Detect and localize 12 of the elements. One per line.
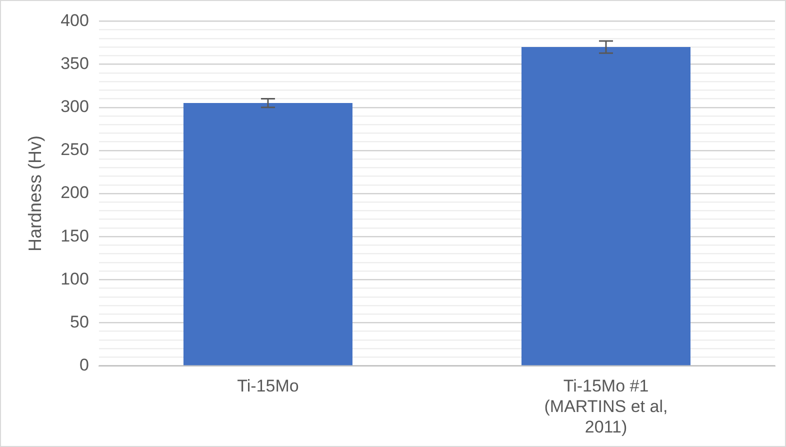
x-tick-label: Ti-15Mo #1 (MARTINS et al, 2011) — [544, 376, 668, 436]
x-tick-label: Ti-15Mo — [237, 376, 299, 396]
y-tick-label: 350 — [60, 54, 89, 73]
y-tick-label: 0 — [79, 355, 89, 374]
y-tick-label: 400 — [60, 10, 89, 30]
y-tick-label: 50 — [70, 312, 89, 332]
y-axis-title: Hardness (Hv) — [24, 135, 45, 252]
y-tick-label: 300 — [60, 97, 89, 116]
y-tick-label: 250 — [60, 140, 89, 160]
y-tick-label: 150 — [60, 226, 89, 246]
y-tick-label: 100 — [60, 269, 89, 288]
y-tick-label: 200 — [60, 183, 89, 202]
